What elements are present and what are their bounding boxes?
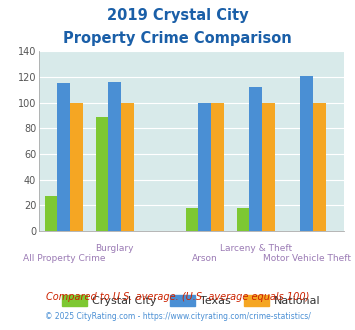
Text: Property Crime Comparison: Property Crime Comparison xyxy=(63,31,292,46)
Text: Motor Vehicle Theft: Motor Vehicle Theft xyxy=(263,254,351,263)
Bar xyxy=(237,208,250,231)
Bar xyxy=(211,103,224,231)
Bar xyxy=(109,82,121,231)
Bar xyxy=(250,87,262,231)
Text: Compared to U.S. average. (U.S. average equals 100): Compared to U.S. average. (U.S. average … xyxy=(46,292,309,302)
Text: 2019 Crystal City: 2019 Crystal City xyxy=(107,8,248,23)
Bar xyxy=(45,196,58,231)
Bar xyxy=(96,117,109,231)
Bar xyxy=(313,103,326,231)
Bar xyxy=(300,76,313,231)
Bar xyxy=(198,103,211,231)
Bar xyxy=(58,83,70,231)
Legend: Crystal City, Texas, National: Crystal City, Texas, National xyxy=(58,290,326,311)
Bar xyxy=(121,103,134,231)
Bar xyxy=(70,103,83,231)
Text: Burglary: Burglary xyxy=(95,244,134,252)
Bar xyxy=(186,208,198,231)
Bar xyxy=(262,103,275,231)
Text: Arson: Arson xyxy=(192,254,218,263)
Text: All Property Crime: All Property Crime xyxy=(23,254,105,263)
Text: © 2025 CityRating.com - https://www.cityrating.com/crime-statistics/: © 2025 CityRating.com - https://www.city… xyxy=(45,312,310,321)
Text: Larceny & Theft: Larceny & Theft xyxy=(220,244,292,252)
